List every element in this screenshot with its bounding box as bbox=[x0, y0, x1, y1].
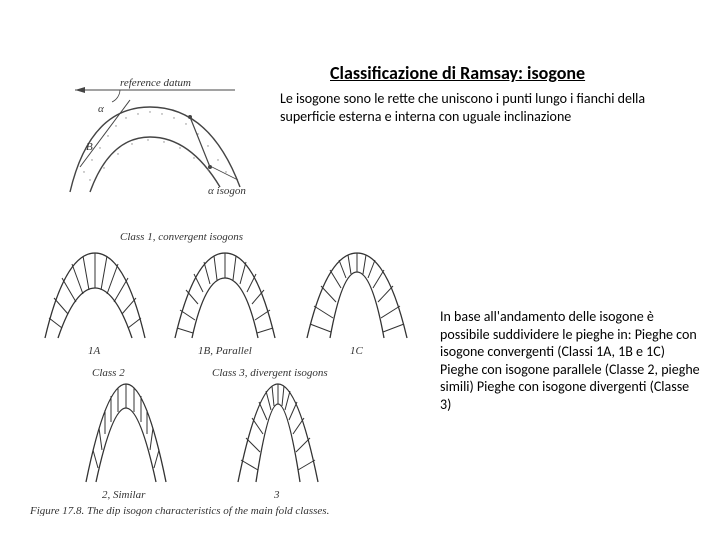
label-1a: 1A bbox=[88, 345, 101, 357]
ref-datum-label: reference datum bbox=[120, 77, 191, 89]
page-title: Classificazione di Ramsay: isogone bbox=[330, 62, 585, 84]
label-1c: 1C bbox=[350, 345, 364, 357]
class1-label: Class 1, convergent isogons bbox=[120, 231, 243, 243]
figure-caption: Figure 17.8. The dip isogon characterist… bbox=[29, 505, 329, 516]
description-text: In base all'andamento delle isogone è po… bbox=[440, 308, 700, 413]
figure-isogon-definition: reference datum α α isogon B bbox=[60, 72, 255, 202]
intro-text: Le isogone sono le rette che uniscono i … bbox=[280, 90, 670, 125]
figure-ramsay-classes: Class 1, convergent isogons 1A bbox=[20, 226, 425, 516]
label-3: 3 bbox=[273, 489, 280, 501]
svg-text:B: B bbox=[86, 141, 93, 153]
label-2: 2, Similar bbox=[102, 489, 146, 501]
isogon-label: α isogon bbox=[208, 185, 246, 197]
label-1b: 1B, Parallel bbox=[198, 345, 252, 357]
alpha-label: α bbox=[98, 103, 104, 115]
class3-label: Class 3, divergent isogons bbox=[212, 367, 328, 379]
class2-label: Class 2 bbox=[92, 367, 125, 379]
